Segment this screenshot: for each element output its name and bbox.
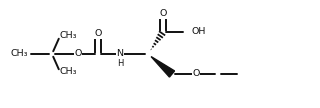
- Text: CH₃: CH₃: [11, 49, 28, 59]
- Text: OH: OH: [191, 28, 205, 37]
- Text: CH₃: CH₃: [60, 32, 77, 40]
- Text: CH₃: CH₃: [60, 68, 77, 76]
- Text: O: O: [74, 49, 82, 59]
- Text: O: O: [94, 29, 102, 38]
- Text: O: O: [192, 70, 200, 79]
- Polygon shape: [151, 57, 175, 77]
- Text: H: H: [117, 60, 123, 68]
- Text: O: O: [159, 10, 167, 18]
- Text: N: N: [116, 49, 124, 59]
